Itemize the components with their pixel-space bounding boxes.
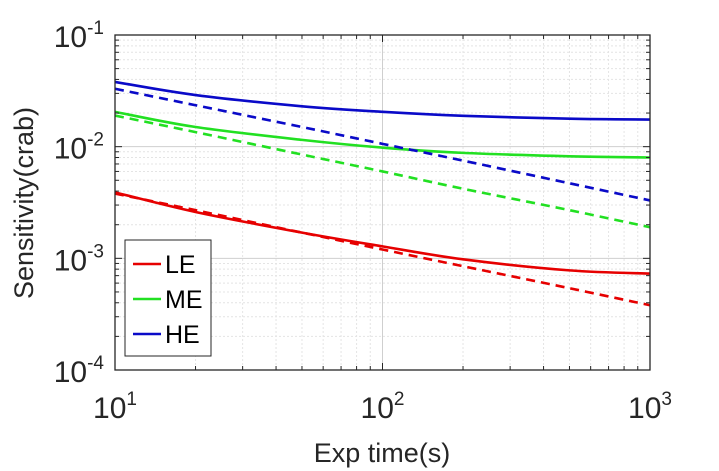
legend-label-he: HE <box>165 321 200 349</box>
le-solid-line <box>114 191 651 275</box>
he-solid-line <box>114 80 651 121</box>
y-tick-label: 10-1 <box>54 18 104 54</box>
me-solid-line <box>114 110 651 159</box>
y-tick-label: 10-4 <box>54 353 105 389</box>
x-tick-label: 103 <box>628 389 672 425</box>
x-tick-label: 102 <box>361 389 405 425</box>
series-layer <box>114 80 651 307</box>
x-tick-label: 101 <box>93 389 137 425</box>
legend: LE ME HE <box>124 239 212 357</box>
series-3-dashed-line <box>114 114 651 229</box>
legend-label-le: LE <box>165 251 196 279</box>
legend-label-me: ME <box>165 286 203 314</box>
axis-ticks <box>115 35 650 370</box>
series-1-dashed-line <box>114 192 651 307</box>
x-axis-label: Exp time(s) <box>314 438 451 468</box>
y-tick-label: 10-3 <box>54 241 104 277</box>
tick-labels: 101 102 103 10-4 10-3 10-2 10-1 <box>54 18 672 425</box>
y-tick-label: 10-2 <box>54 130 104 166</box>
series-5-dashed-line <box>114 87 651 202</box>
y-axis-label: Sensitivity(crab) <box>9 107 39 299</box>
